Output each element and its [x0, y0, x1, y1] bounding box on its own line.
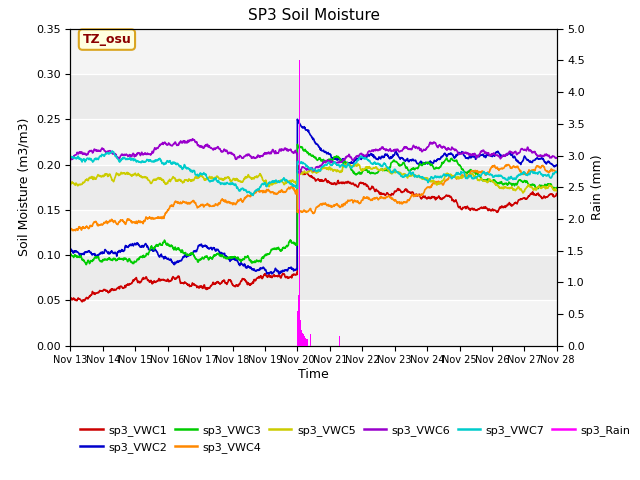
Legend: sp3_VWC1, sp3_VWC2, sp3_VWC3, sp3_VWC4, sp3_VWC5, sp3_VWC6, sp3_VWC7, sp3_Rain: sp3_VWC1, sp3_VWC2, sp3_VWC3, sp3_VWC4, …	[76, 421, 634, 457]
Bar	[339, 336, 340, 346]
Y-axis label: Soil Moisture (m3/m3): Soil Moisture (m3/m3)	[17, 118, 30, 256]
Bar	[305, 338, 306, 346]
X-axis label: Time: Time	[298, 368, 329, 381]
Bar	[300, 320, 301, 346]
Bar	[303, 334, 304, 346]
Bar	[70, 29, 557, 74]
Bar	[301, 330, 302, 346]
Bar	[70, 210, 557, 255]
Bar	[310, 334, 311, 346]
Y-axis label: Rain (mm): Rain (mm)	[591, 155, 604, 220]
Bar	[301, 333, 303, 346]
Bar	[70, 300, 557, 346]
Bar	[307, 339, 308, 346]
Title: SP3 Soil Moisture: SP3 Soil Moisture	[248, 9, 380, 24]
Bar	[70, 120, 557, 165]
Bar	[297, 311, 298, 346]
Bar	[299, 60, 300, 346]
Bar	[298, 295, 299, 346]
Text: TZ_osu: TZ_osu	[83, 33, 131, 46]
Bar	[303, 336, 305, 346]
